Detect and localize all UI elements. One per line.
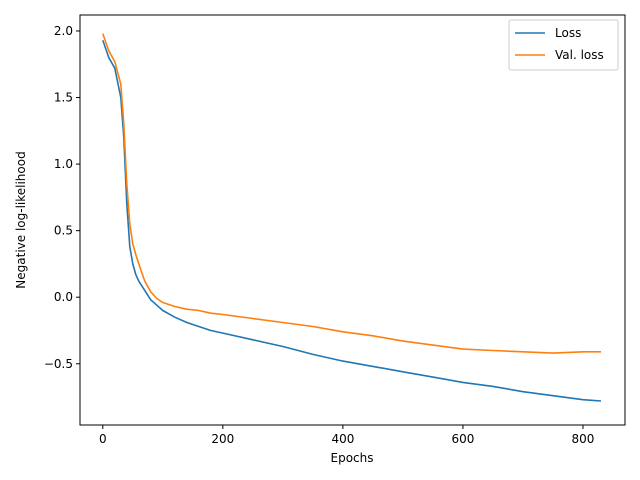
x-axis-ticks: 0 200 400 600 800 [99,425,594,446]
legend-label-val-loss: Val. loss [555,48,604,62]
y-tick-label: 1.5 [54,91,73,105]
series-layer [102,33,602,402]
y-tick-label: 2.0 [54,24,73,38]
x-tick-label: 200 [211,432,234,446]
series-line-loss [102,40,602,402]
legend: Loss Val. loss [508,19,619,71]
x-tick-label: 400 [331,432,354,446]
plot-frame [79,14,626,426]
y-tick-label: 0.0 [54,290,73,304]
y-tick-label: 0.5 [54,224,73,238]
y-axis-label: Negative log-likelihood [14,151,28,288]
x-tick-label: 0 [99,432,107,446]
x-axis-label: Epochs [331,451,374,465]
x-tick-label: 800 [572,432,595,446]
series-line-val-loss [102,33,601,354]
y-axis-ticks: −0.5 0.0 0.5 1.0 1.5 2.0 [44,24,80,371]
legend-label-loss: Loss [555,26,581,40]
x-tick-label: 600 [451,432,474,446]
y-tick-label: 1.0 [54,157,73,171]
y-tick-label: −0.5 [44,357,73,371]
